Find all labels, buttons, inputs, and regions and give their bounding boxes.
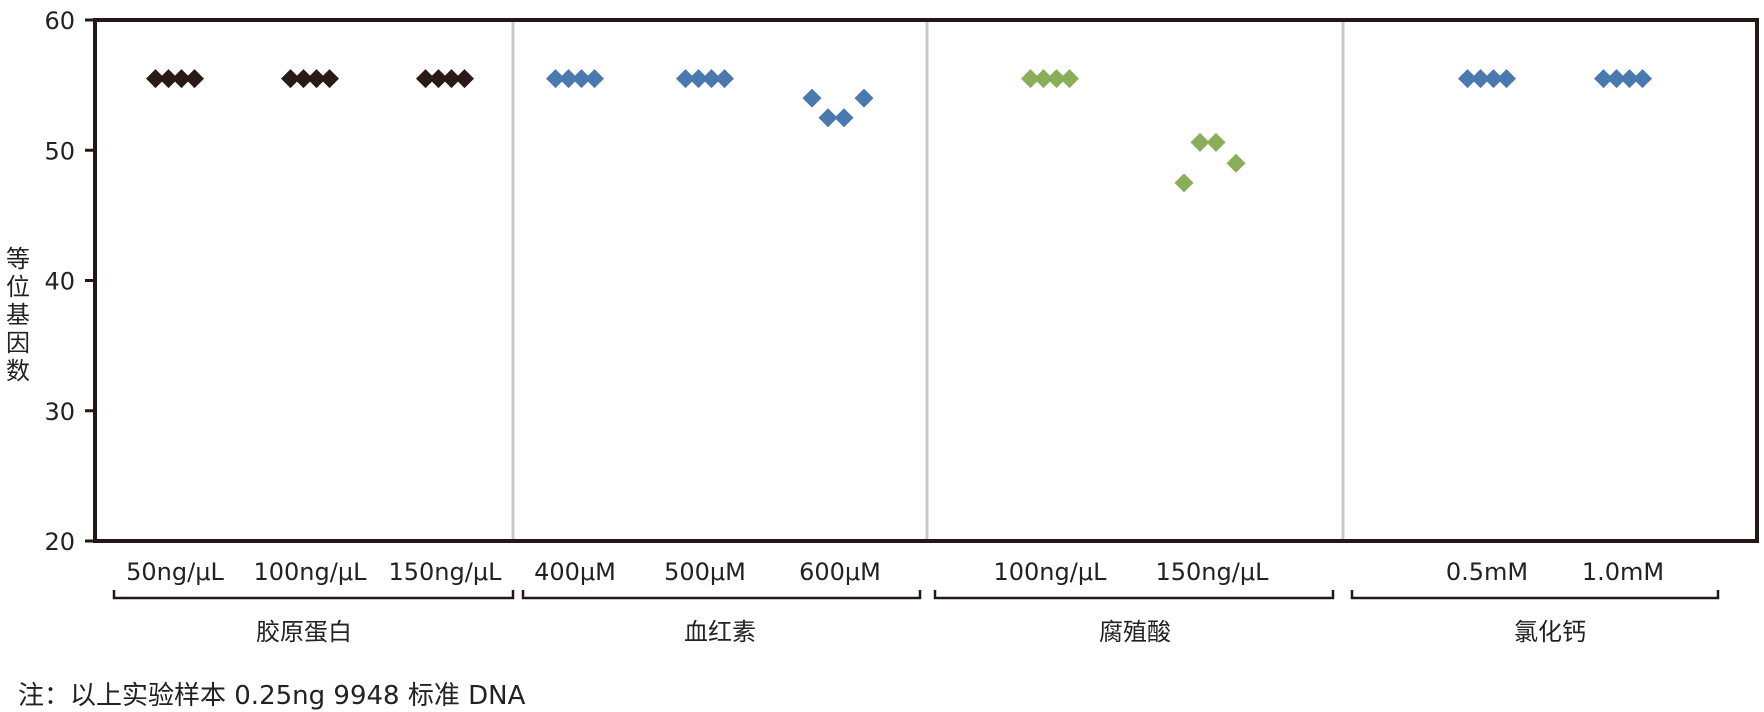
point-g4-c1-p1 [1458, 69, 1477, 89]
y-tick-label-40: 40 [44, 268, 75, 296]
point-g3-c2-p1 [1174, 173, 1194, 193]
point-g2-c1-p1 [546, 69, 565, 89]
point-g2-c1-p2 [559, 69, 578, 89]
point-g3-c1-p2 [1034, 69, 1053, 89]
point-g1-c3-p2 [429, 69, 448, 89]
group-bracket-2 [521, 590, 922, 600]
point-g3-c1-p1 [1021, 69, 1040, 89]
point-g3-c1-p3 [1047, 69, 1066, 89]
point-g1-c2-p3 [307, 69, 326, 89]
point-g1-c3-p3 [442, 69, 461, 89]
point-g3-c2-p4 [1226, 153, 1246, 173]
group-bracket-4 [1350, 590, 1720, 600]
point-g2-c2-p3 [702, 69, 721, 89]
footnote: 注：以上实验样本 0.25ng 9948 标准 DNA [18, 681, 526, 711]
condition-label-g2-c3: 600μM [799, 558, 881, 586]
condition-label-g1-c1: 50ng/μL [126, 558, 224, 586]
point-g2-c3-p2 [818, 108, 838, 128]
point-g4-c1-p4 [1497, 69, 1516, 89]
point-g2-c3-p3 [834, 108, 854, 128]
condition-label-g1-c3: 150ng/μL [389, 558, 503, 586]
point-g1-c1-p3 [172, 69, 191, 89]
point-g1-c1-p2 [159, 69, 178, 89]
point-g1-c1-p1 [146, 69, 165, 89]
point-g1-c3-p4 [455, 69, 474, 89]
y-tick-label-50: 50 [44, 137, 75, 165]
point-g2-c2-p4 [715, 69, 734, 89]
group-bracket-1 [112, 590, 515, 600]
point-g4-c2-p4 [1633, 69, 1652, 89]
y-tick-label-30: 30 [44, 398, 75, 426]
condition-label-g3-c2: 150ng/μL [1156, 558, 1270, 586]
point-g2-c2-p1 [676, 69, 695, 89]
point-g2-c1-p4 [585, 69, 604, 89]
point-g1-c2-p2 [294, 69, 313, 89]
point-g3-c2-p2 [1190, 132, 1210, 152]
y-tick-label-20: 20 [44, 528, 75, 556]
condition-label-g4-c2: 1.0mM [1582, 558, 1664, 586]
point-g2-c1-p3 [572, 69, 591, 89]
point-g4-c1-p2 [1471, 69, 1490, 89]
point-g1-c2-p4 [320, 69, 339, 89]
condition-label-g2-c1: 400μM [534, 558, 616, 586]
group-label-1: 胶原蛋白 [256, 618, 352, 646]
point-g3-c2-p3 [1206, 132, 1226, 152]
point-g4-c2-p1 [1594, 69, 1613, 89]
point-g2-c3-p1 [802, 88, 822, 108]
point-g4-c2-p2 [1607, 69, 1626, 89]
condition-label-g4-c1: 0.5mM [1446, 558, 1528, 586]
point-g3-c1-p4 [1060, 69, 1079, 89]
y-axis-label: 等位基因数 [6, 245, 30, 385]
group-bracket-3 [933, 590, 1335, 600]
point-g2-c2-p2 [689, 69, 708, 89]
point-g2-c3-p4 [854, 88, 874, 108]
condition-label-g1-c2: 100ng/μL [254, 558, 368, 586]
group-label-3: 腐殖酸 [1099, 618, 1171, 646]
point-g1-c3-p1 [416, 69, 435, 89]
condition-label-g2-c2: 500μM [664, 558, 746, 586]
point-g1-c1-p4 [185, 69, 204, 89]
group-label-2: 血红素 [684, 618, 756, 646]
point-g1-c2-p1 [281, 69, 300, 89]
point-g4-c1-p3 [1484, 69, 1503, 89]
condition-label-g3-c1: 100ng/μL [994, 558, 1108, 586]
group-label-4: 氯化钙 [1514, 618, 1586, 646]
point-g4-c2-p3 [1620, 69, 1639, 89]
y-tick-label-60: 60 [44, 7, 75, 35]
